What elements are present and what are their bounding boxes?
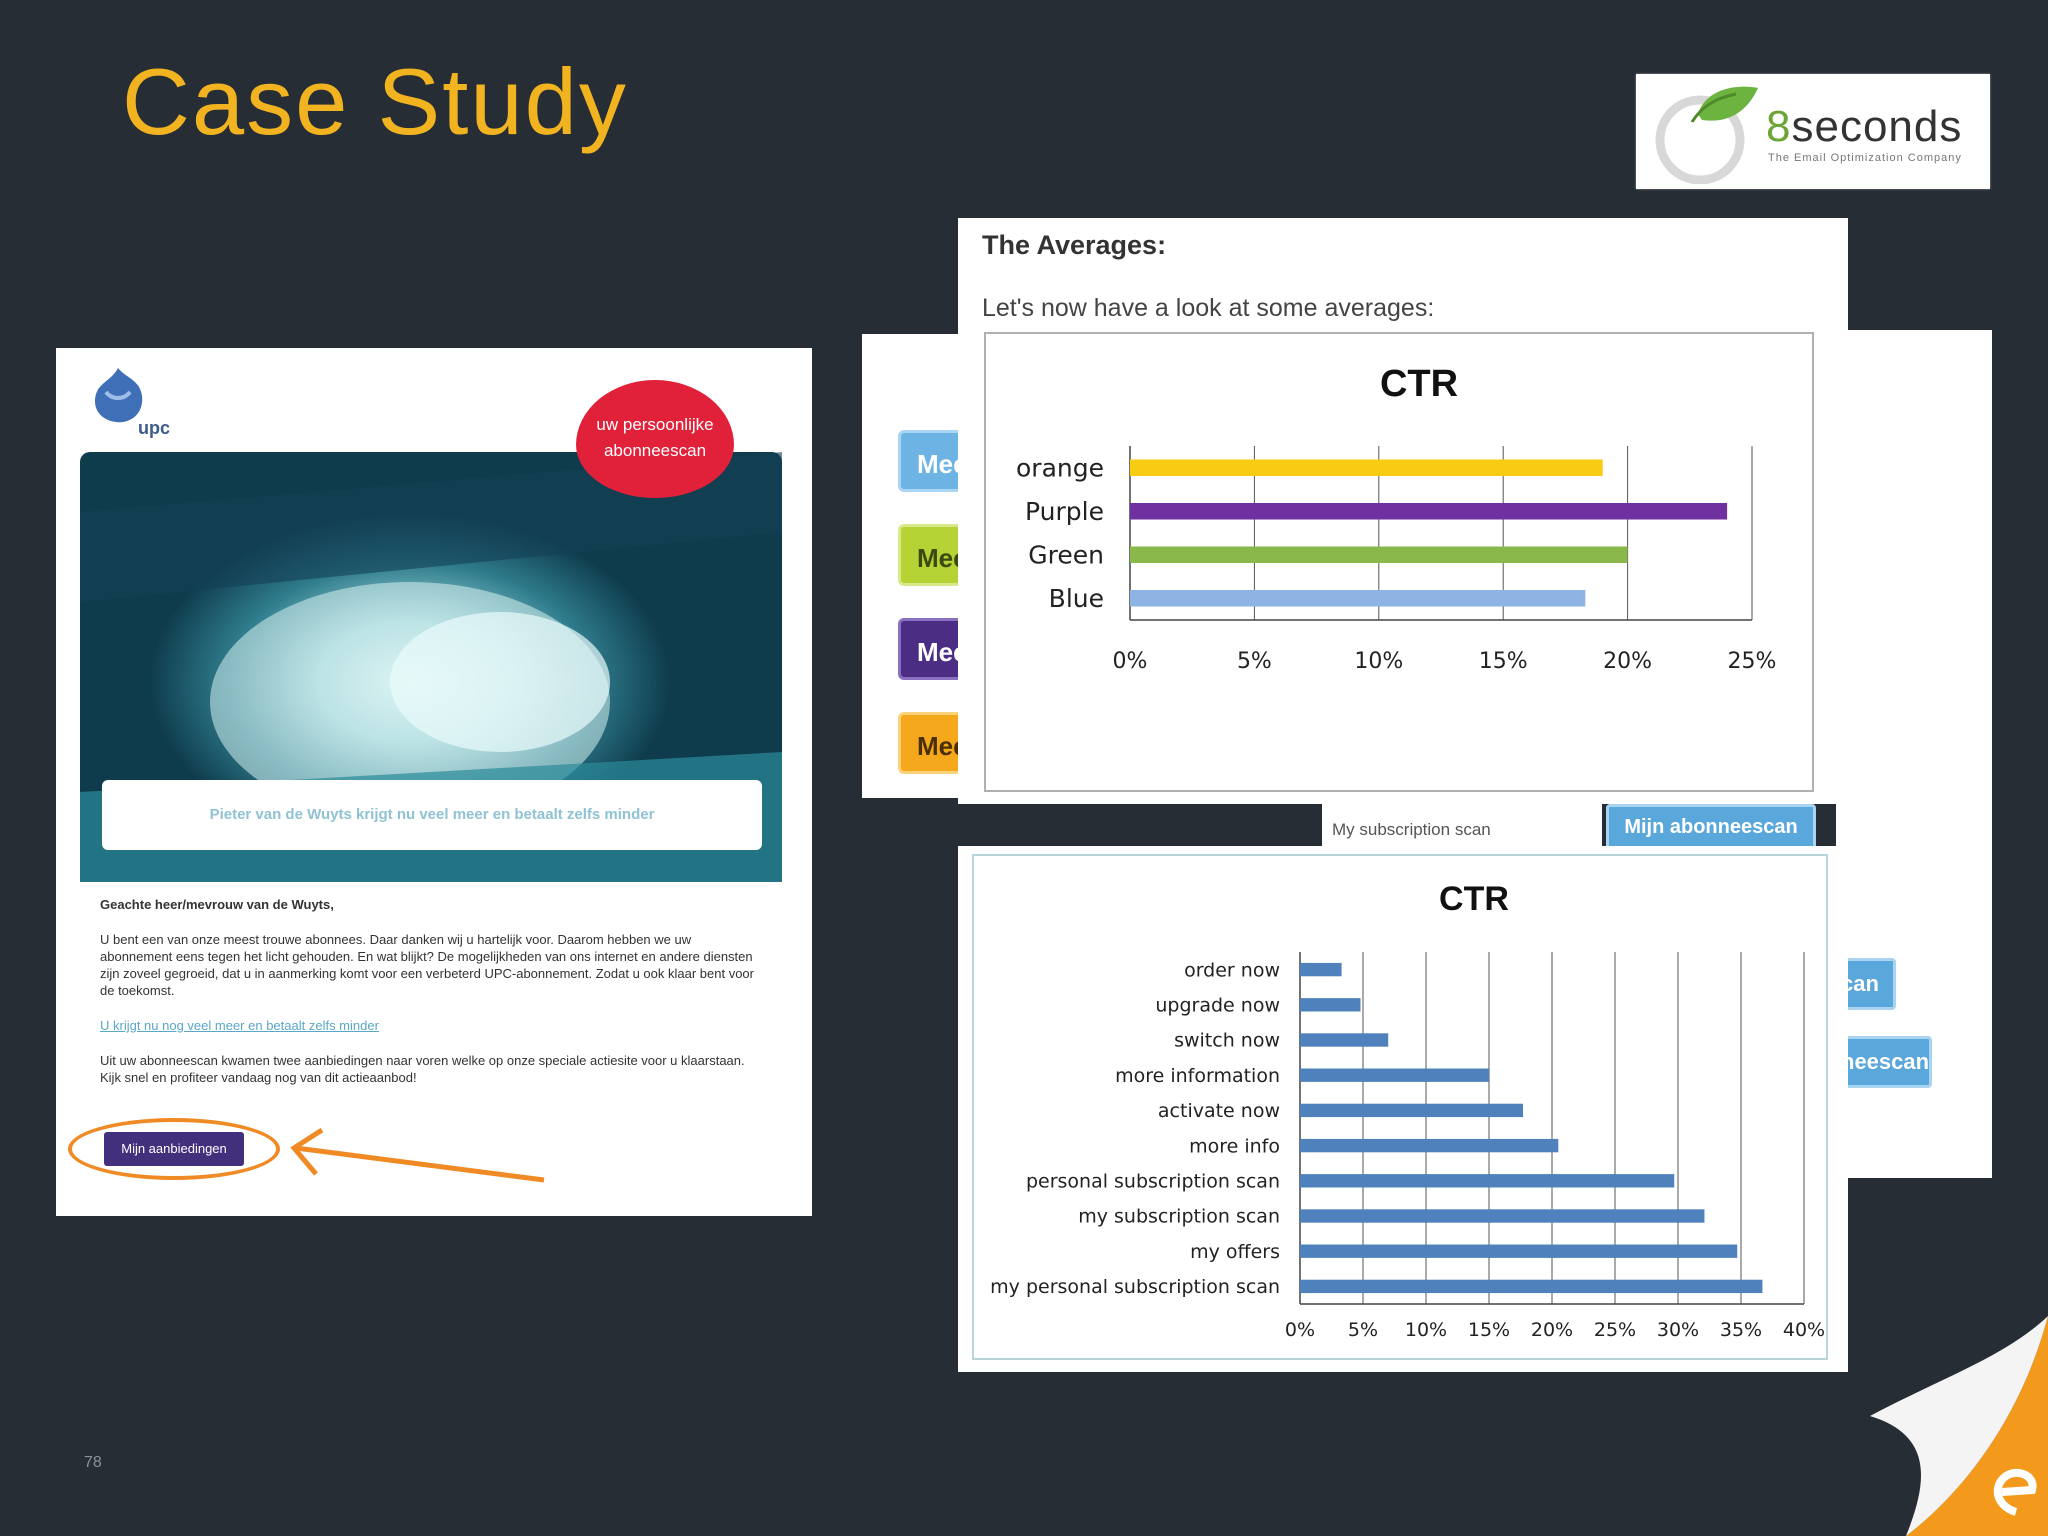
x-tick-label: 15%	[1468, 1319, 1510, 1341]
bar	[1130, 589, 1586, 607]
x-tick-label: 25%	[1594, 1319, 1636, 1341]
category-label: order now	[1184, 959, 1280, 981]
category-label: switch now	[1174, 1030, 1280, 1052]
logo-tagline: The Email Optimization Company	[1768, 152, 1962, 164]
x-tick-label: 10%	[1354, 649, 1403, 674]
bar	[1130, 459, 1603, 477]
x-tick-label: 30%	[1657, 1319, 1699, 1341]
ctr-wording-chart: CTR 0% 5% 10% 15% 20% 25% 30% 35% 40% order now upg…	[972, 854, 1828, 1360]
bar	[1300, 1244, 1738, 1258]
cta-highlight-circle	[68, 1118, 280, 1180]
bar	[1300, 1279, 1763, 1294]
category-label: more info	[1189, 1135, 1280, 1157]
x-tick-label: 5%	[1348, 1319, 1378, 1341]
bar	[1300, 998, 1361, 1012]
offers-button[interactable]: Mijn aanbiedingen	[104, 1132, 244, 1166]
bar	[1300, 1209, 1705, 1223]
x-tick-label: 25%	[1728, 649, 1777, 674]
variant-buttons-panel: Mee Mee Mee Mee	[862, 334, 972, 798]
page-number: 78	[84, 1454, 102, 1471]
ctr-color-chart-svg: CTR 0% 5% 10% 15% 20% 25% orange Purple Green Blue	[1016, 363, 1777, 674]
bar	[1300, 1033, 1389, 1047]
category-label: Blue	[1049, 584, 1104, 613]
category-label: Purple	[1025, 497, 1104, 526]
x-tick-label: 40%	[1783, 1319, 1825, 1341]
averages-card: The Averages: Let's now have a look at s…	[958, 218, 1848, 804]
x-tick-label: 5%	[1237, 649, 1272, 674]
bar	[1130, 546, 1628, 564]
x-tick-label: 20%	[1531, 1319, 1573, 1341]
upc-wordmark: upc	[138, 418, 171, 438]
badge-line-2: abonneescan	[603, 441, 707, 460]
arrow-icon	[290, 1127, 545, 1183]
page-curl-icon	[1870, 1316, 2048, 1536]
cta-wording-card: CTR 0% 5% 10% 15% 20% 25% 30% 35% 40% order now upg…	[958, 846, 1848, 1372]
email-link[interactable]: U krijgt nu nog veel meer en betaalt zel…	[100, 1018, 379, 1033]
bar	[1300, 1103, 1524, 1118]
x-tick-label: 10%	[1405, 1319, 1447, 1341]
headline-strip: Pieter van de Wuyts krijgt nu veel meer …	[102, 780, 762, 850]
email-screenshot: upc uw persoonlijke abonneescan Pieter v…	[56, 348, 812, 1216]
email-body: Geachte heer/mevrouw van de Wuyts, U ben…	[100, 896, 760, 1086]
x-tick-label: 20%	[1603, 649, 1652, 674]
category-label: more information	[1115, 1065, 1280, 1087]
bar	[1300, 1138, 1559, 1153]
scan-badge: uw persoonlijke abonneescan	[576, 380, 734, 498]
subscription-label-box: My subscription scan	[1322, 802, 1602, 846]
bar	[1300, 1068, 1489, 1082]
category-label: my subscription scan	[1078, 1206, 1280, 1228]
logo-wordmark: 8seconds	[1766, 102, 1963, 151]
bar	[1130, 502, 1728, 520]
right-background-panel: can neescan	[1826, 330, 1992, 1178]
subscription-scan-button[interactable]: Mijn abonneescan	[1606, 804, 1816, 850]
subscription-label: My subscription scan	[1332, 820, 1491, 839]
leaf-ring-icon	[1655, 86, 1758, 184]
chart-title: CTR	[1380, 363, 1458, 405]
x-tick-label: 0%	[1285, 1319, 1315, 1341]
averages-subheading: Let's now have a look at some averages:	[982, 294, 1435, 322]
averages-heading: The Averages:	[982, 230, 1167, 260]
category-label: personal subscription scan	[1026, 1170, 1280, 1192]
bar	[1300, 1174, 1675, 1188]
category-label: orange	[1016, 454, 1104, 483]
category-label: upgrade now	[1155, 994, 1280, 1016]
eight-seconds-logo: 8seconds The Email Optimization Company	[1636, 74, 1990, 189]
ctr-wording-chart-svg: CTR 0% 5% 10% 15% 20% 25% 30% 35% 40% order now upg…	[990, 880, 1825, 1341]
ctr-color-chart: CTR 0% 5% 10% 15% 20% 25% orange Purple Green Blue	[984, 332, 1814, 792]
email-paragraph-1: U bent een van onze meest trouwe abonnee…	[100, 932, 754, 998]
x-tick-label: 0%	[1113, 649, 1148, 674]
chart-title: CTR	[1439, 880, 1509, 918]
category-label: Green	[1028, 541, 1104, 570]
slide-title: Case Study	[122, 49, 628, 154]
category-label: my offers	[1190, 1241, 1280, 1263]
x-tick-label: 15%	[1479, 649, 1528, 674]
badge-line-1: uw persoonlijke	[596, 415, 714, 434]
upc-logo-icon	[94, 368, 143, 423]
x-tick-label: 35%	[1720, 1319, 1762, 1341]
category-label: my personal subscription scan	[990, 1276, 1280, 1298]
category-label: activate now	[1158, 1100, 1280, 1122]
bar	[1300, 962, 1342, 977]
email-greeting: Geachte heer/mevrouw van de Wuyts,	[100, 897, 334, 912]
email-paragraph-2: Uit uw abonneescan kwamen twee aanbiedin…	[100, 1053, 745, 1085]
